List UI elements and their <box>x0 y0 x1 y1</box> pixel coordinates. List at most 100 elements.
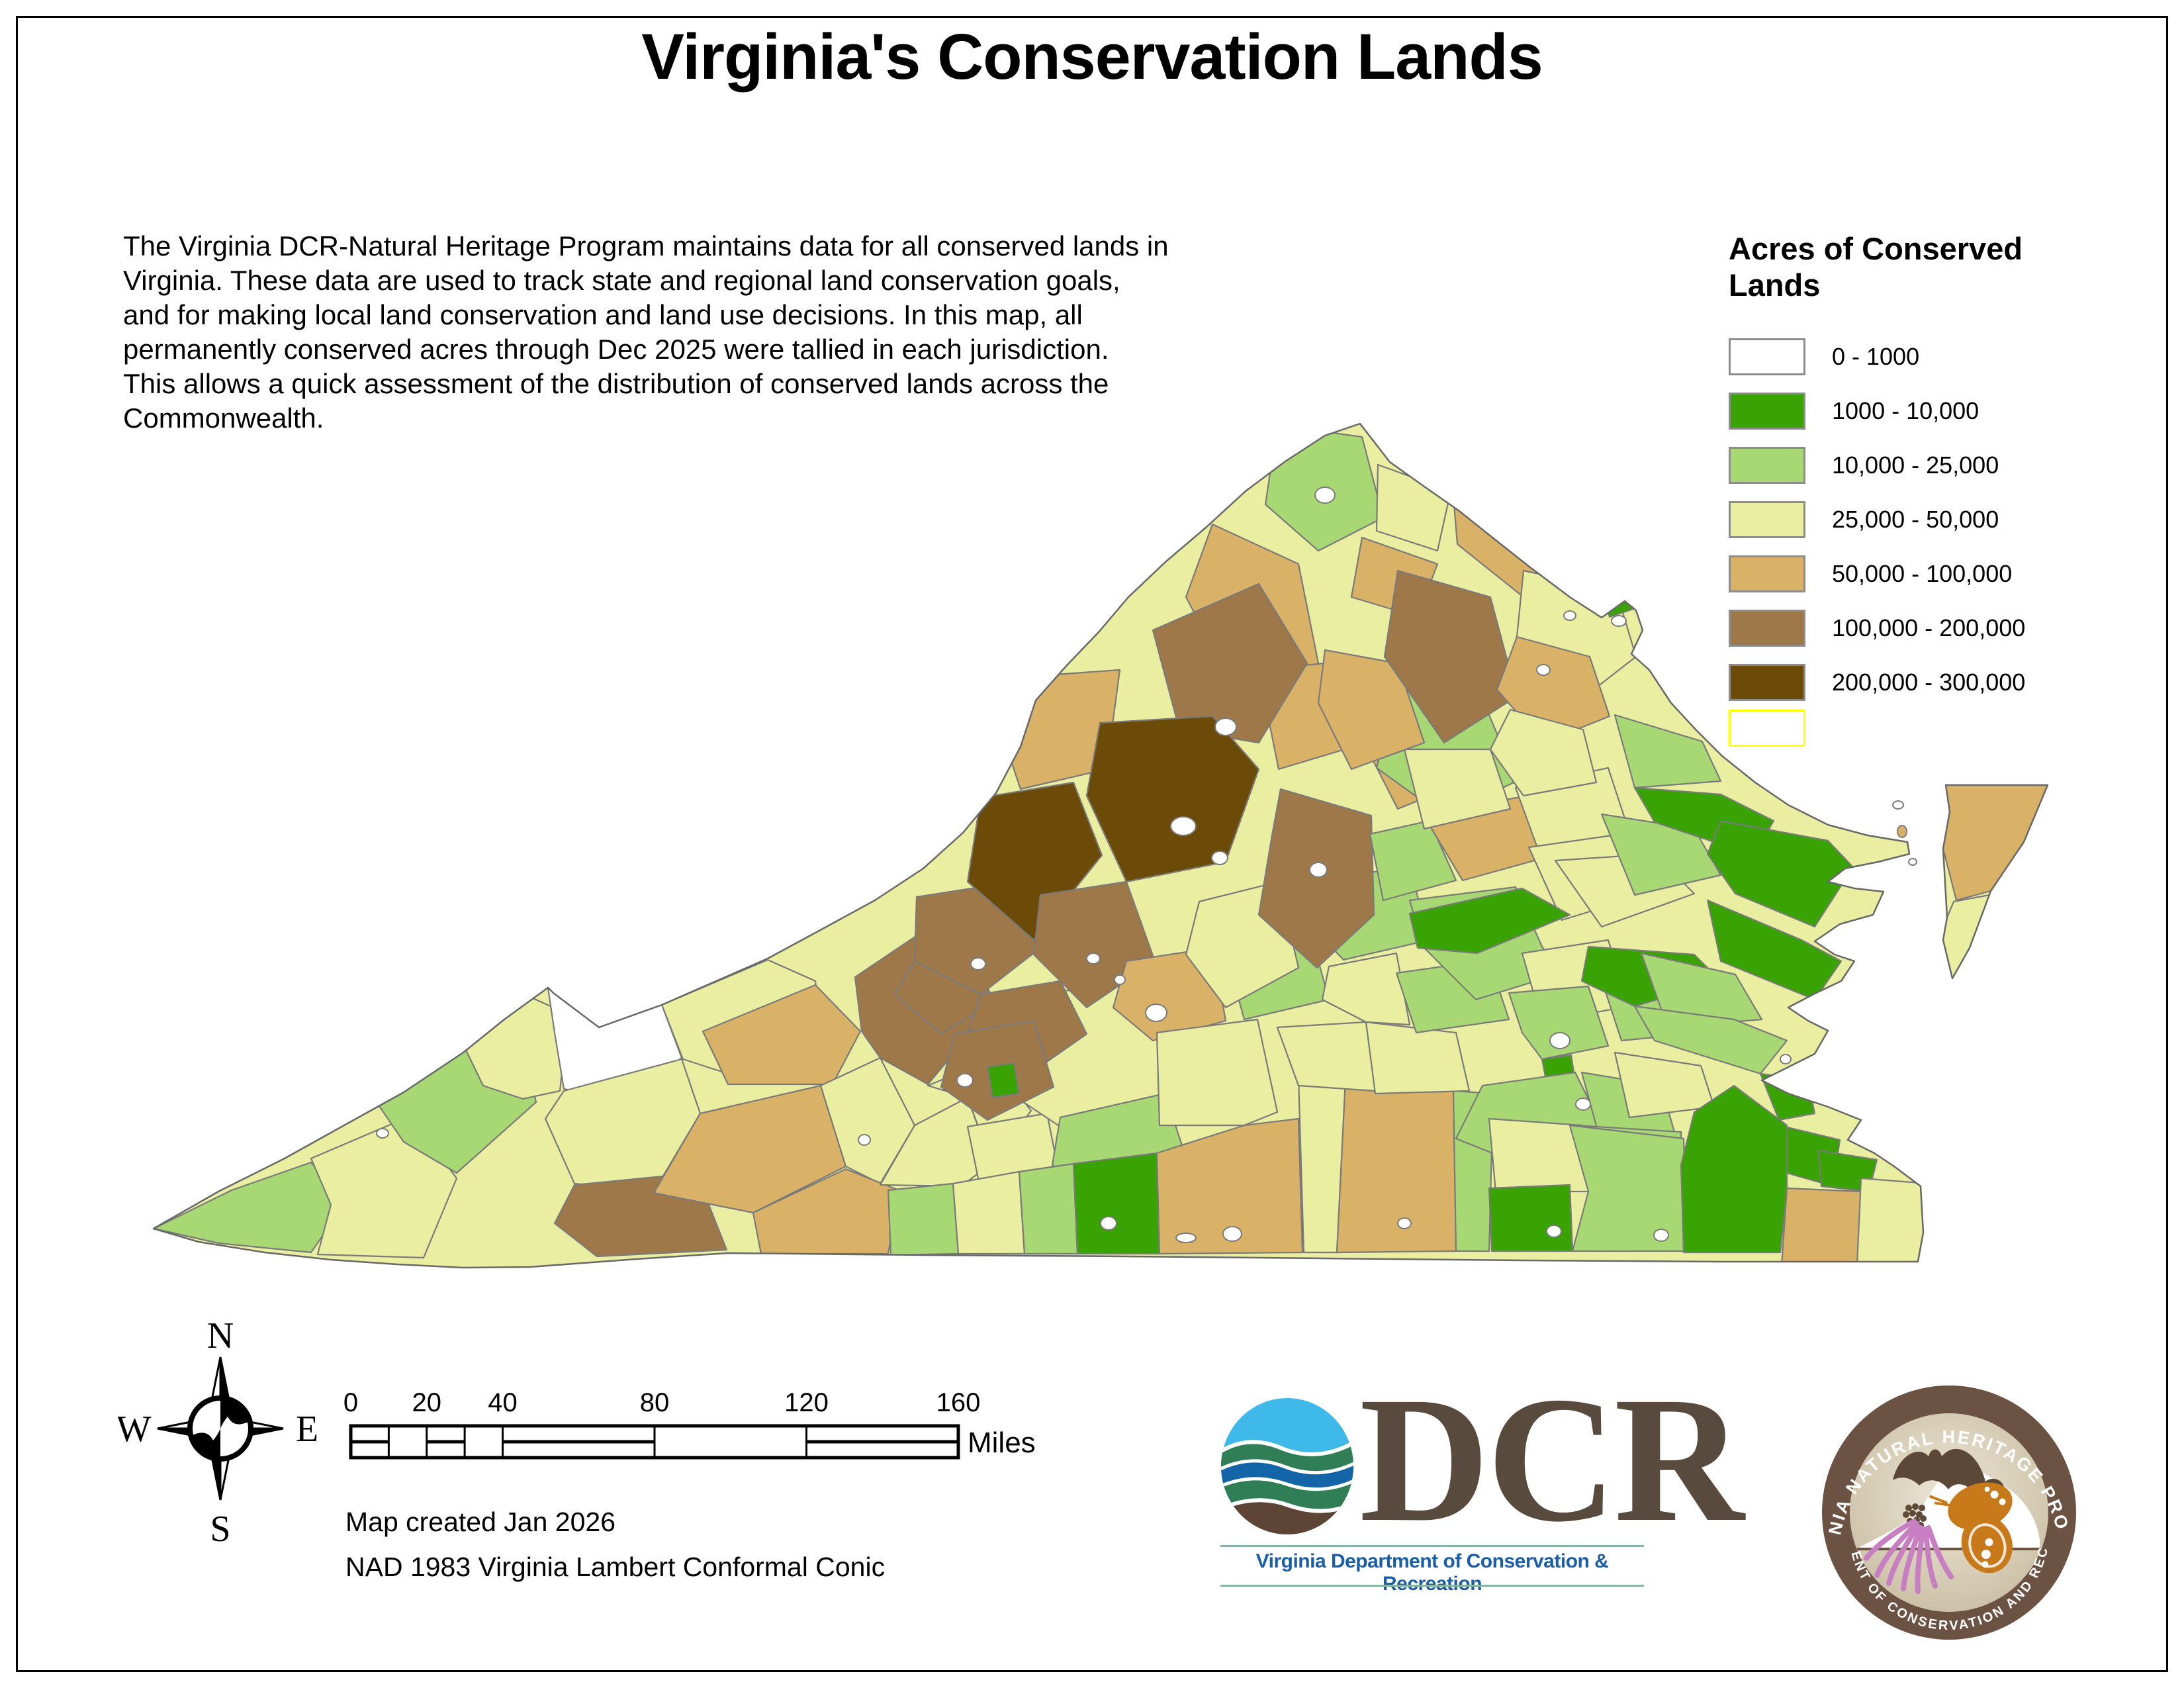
legend-row: 1000 - 10,000 <box>1729 384 2025 438</box>
dcr-logo: DCR Virginia Department of Conservation … <box>1219 1360 1744 1595</box>
island-island-2 <box>1897 825 1907 838</box>
county-region-bland <box>702 984 862 1086</box>
scale-tick-label: 20 <box>412 1388 442 1417</box>
scale-tick-label: 120 <box>784 1388 829 1417</box>
city-hole-danville <box>1222 1226 1242 1242</box>
dcr-divider-bottom <box>1220 1585 1644 1587</box>
city-hole-manassas <box>1536 664 1551 676</box>
county-region-chesapeake <box>1780 1187 1862 1267</box>
county-region-rappahannock <box>1317 649 1426 771</box>
scale-tick-label: 160 <box>936 1388 981 1417</box>
eastern-shore-outline <box>1942 784 2049 980</box>
compass-s-label: S <box>210 1509 230 1546</box>
county-region-carroll <box>952 1170 1026 1255</box>
legend-row: 200,000 - 300,000 <box>1729 655 2025 710</box>
county-region-stafford <box>1489 708 1598 797</box>
legend-swatch <box>1729 501 1805 538</box>
county-region-fluvanna <box>1369 820 1457 902</box>
county-region-pulaski <box>879 1096 993 1188</box>
legend-empty-swatch <box>1729 710 1805 747</box>
dcr-divider-top <box>1220 1545 1644 1547</box>
county-region-rockingham <box>1152 583 1308 744</box>
city-hole-lynchburg <box>1145 1004 1167 1022</box>
legend-row: 10,000 - 25,000 <box>1729 438 2025 492</box>
legend-swatch <box>1729 664 1805 701</box>
city-hole-martinsville <box>1100 1216 1117 1231</box>
city-hole-alexandria <box>1611 615 1627 627</box>
legend-class-label: 0 - 1000 <box>1832 343 1920 370</box>
county-region-grayson <box>887 1182 960 1256</box>
compass-e-label: E <box>296 1409 318 1450</box>
legend-swatch <box>1729 610 1805 647</box>
island-island-3 <box>1908 858 1917 866</box>
city-hole-williamsburg <box>1780 1054 1792 1064</box>
state-outline <box>152 422 1925 1269</box>
county-region-york <box>1633 1005 1788 1075</box>
county-region-culpeper <box>1403 748 1512 830</box>
county-region-middlesex <box>1706 899 1843 1001</box>
scale-unit-label: Miles <box>968 1427 1036 1459</box>
legend-rows: 0 - 1000 1000 - 10,000 10,000 - 25,000 25,0… <box>1729 330 2025 710</box>
county-region-gloucester <box>1640 952 1763 1029</box>
county-region-southampton <box>1569 1124 1688 1252</box>
legend-class-label: 1000 - 10,000 <box>1832 397 1979 424</box>
scale-tick-label: 80 <box>640 1388 670 1417</box>
county-region-king-george <box>1614 714 1722 789</box>
city-hole-lexington <box>1086 953 1101 964</box>
scale-tick-label: 0 <box>343 1388 358 1417</box>
county-region-halifax <box>1336 1066 1457 1254</box>
county-region-albemarle <box>1257 788 1375 969</box>
map-projection-note: NAD 1983 Virginia Lambert Conformal Coni… <box>345 1552 886 1582</box>
legend-swatch <box>1729 447 1805 484</box>
county-region-northumberland <box>1706 820 1854 928</box>
city-hole-winchester <box>1314 487 1336 504</box>
legend-swatch <box>1729 393 1805 430</box>
legend-class-label: 100,000 - 200,000 <box>1832 614 2026 641</box>
city-hole-lake-west <box>376 1128 389 1139</box>
island-island-1 <box>1892 800 1904 810</box>
city-hole-salem <box>956 1073 974 1088</box>
nhp-seal-icon: VIRGINIA NATURAL HERITAGE PROGRAM DEPART… <box>1819 1382 2076 1640</box>
county-region-smyth <box>653 1084 847 1214</box>
county-region-suffolk <box>1680 1084 1788 1254</box>
dcr-globe-icon <box>1221 1398 1353 1534</box>
compass-w-label: W <box>118 1409 152 1450</box>
legend-title: Acres of Conserved Lands <box>1729 231 2023 303</box>
legend-swatch <box>1729 338 1805 375</box>
city-hole-buena-vista <box>1114 974 1126 985</box>
county-region-goochland-band <box>1408 887 1571 955</box>
legend-row: 0 - 1000 <box>1729 330 2025 384</box>
compass-n-label: N <box>207 1317 234 1356</box>
county-region-pittsylvania <box>1156 1117 1304 1255</box>
page-title: Virginia's Conservation Lands <box>641 21 1543 93</box>
legend-row: 100,000 - 200,000 <box>1729 601 2025 655</box>
city-hole-franklin-city <box>1653 1229 1669 1242</box>
city-hole-harrisonburg <box>1214 718 1237 736</box>
legend-swatch <box>1729 555 1805 592</box>
map-created-note: Map created Jan 2026 <box>345 1507 615 1537</box>
city-hole-charlottesville <box>1309 862 1328 878</box>
county-region-campbell <box>1156 1018 1279 1127</box>
county-region-henry <box>1072 1152 1161 1255</box>
scale-bar: 0 20 40 80 120 160 Miles <box>343 1388 1036 1460</box>
compass-rose-icon: N S W E <box>118 1317 318 1546</box>
county-region-greensville <box>1488 1184 1574 1252</box>
legend: Acres of Conserved Lands 0 - 1000 1000 - … <box>1729 230 2152 747</box>
city-hole-lake-south <box>1175 1233 1197 1243</box>
legend-class-label: 25,000 - 50,000 <box>1832 506 1999 533</box>
city-hole-marion-town <box>858 1134 871 1146</box>
city-hole-petersburg <box>1575 1098 1591 1111</box>
city-hole-covington <box>970 957 986 970</box>
city-hole-richmond <box>1549 1032 1570 1049</box>
county-region-virginia-beach <box>1856 1177 1947 1267</box>
county-region-prince-edward <box>1321 952 1411 1026</box>
county-region-roanoke-city <box>986 1062 1021 1099</box>
legend-row: 50,000 - 100,000 <box>1729 547 2025 601</box>
city-hole-staunton <box>1170 816 1197 836</box>
city-hole-fairfax-city <box>1563 610 1576 621</box>
scale-tick-label: 40 <box>488 1388 518 1417</box>
city-hole-emporia <box>1546 1225 1562 1238</box>
county-region-fauquier <box>1383 569 1518 744</box>
